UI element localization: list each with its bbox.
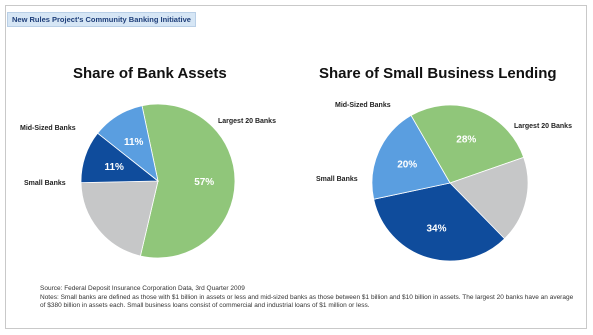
pie1-category-label-4: Mid-Sized Banks	[20, 125, 76, 132]
source-text: Source: Federal Deposit Insurance Corpor…	[40, 285, 245, 292]
pie2-category-label-4: Mid-Sized Banks	[335, 102, 391, 109]
pie1-category-label-3: Small Banks	[24, 180, 66, 187]
pie1-slice-4	[97, 105, 159, 183]
pie2-value-label-1: 28%	[456, 135, 476, 146]
pie1-value-label-4: 11%	[124, 137, 144, 148]
chart-title-small-business-lending: Share of Small Business Lending	[319, 65, 557, 82]
footnote: Source: Federal Deposit Insurance Corpor…	[40, 285, 580, 311]
pie2-category-label-3: Small Banks	[316, 176, 358, 183]
pie1-slice-1	[139, 103, 236, 259]
pie2-value-label-3: 34%	[426, 223, 446, 234]
pie1-slice-2	[80, 180, 159, 257]
pie1-value-label-3: 11%	[104, 162, 124, 173]
pie1-category-label-1: Largest 20 Banks	[218, 118, 276, 125]
pie2-slice-4	[371, 114, 451, 200]
pie2-slice-2	[449, 156, 529, 240]
pie2-value-label-4: 20%	[397, 160, 417, 171]
chart-title-bank-assets: Share of Bank Assets	[73, 65, 227, 82]
pie2-category-label-1: Largest 20 Banks	[514, 123, 572, 130]
notes-text: Notes: Small banks are defined as those …	[40, 293, 574, 310]
initiative-banner: New Rules Project's Community Banking In…	[7, 12, 196, 27]
pie2-slice-3	[373, 182, 506, 262]
pie1-value-label-1: 57%	[194, 177, 214, 188]
